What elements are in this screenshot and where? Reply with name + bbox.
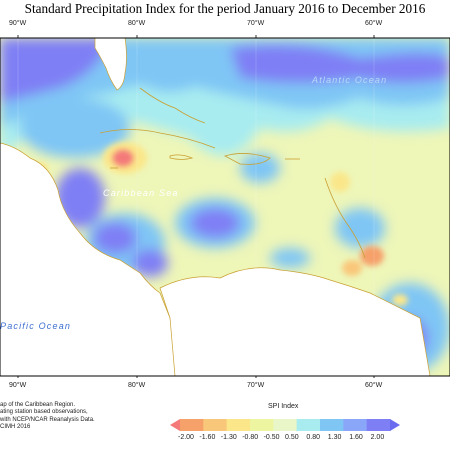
- legend-swatch: [320, 419, 344, 431]
- legend-label: 1.60: [349, 434, 363, 441]
- legend-swatch: [273, 419, 298, 431]
- land-hispaniola: [223, 153, 271, 165]
- legend-title: SPI Index: [268, 403, 299, 410]
- spi-wet-central-core: [190, 208, 240, 238]
- land-bahamas: [139, 87, 206, 124]
- top-tick-70w: 70°W: [247, 20, 265, 27]
- spi-wet-colombia: [132, 249, 168, 277]
- legend-arrow-left: [170, 419, 180, 431]
- land-south-america: [159, 267, 431, 376]
- label-atlantic-ocean: Atlantic Ocean: [311, 75, 387, 85]
- legend-arrow-right: [390, 419, 400, 431]
- land-lesser-antilles: [324, 177, 366, 259]
- top-tick-80w: 80°W: [128, 20, 146, 27]
- legend-label: 1.30: [327, 434, 342, 441]
- legend-swatch: [180, 419, 204, 431]
- credits-line-1: ap of the Caribbean Region.: [0, 402, 76, 408]
- spi-dry-jamaica-core: [112, 149, 134, 167]
- map-frame: [0, 37, 450, 377]
- spi-dry-tobago: [392, 294, 408, 306]
- land-florida: [94, 38, 127, 91]
- credits-line-4: CIMH 2016: [0, 424, 31, 431]
- land-central-america: [0, 142, 176, 376]
- map-credits: ap of the Caribbean Region. ating statio…: [0, 402, 95, 432]
- bottom-tick-60w: 60°W: [365, 382, 383, 389]
- spi-wet-bahamas: [140, 64, 200, 92]
- legend-swatch: [226, 419, 251, 431]
- spi-wet-lesser-antilles: [335, 208, 385, 248]
- spi-wet-atlantic: [230, 44, 450, 83]
- spi-dry-pr: [330, 172, 350, 192]
- label-caribbean-sea: Caribbean Sea: [103, 188, 179, 198]
- legend-swatch: [366, 419, 391, 431]
- legend-label: 2.00: [370, 434, 385, 441]
- legend-swatch: [296, 419, 321, 431]
- spi-wet-venezuela: [270, 248, 310, 268]
- legend-label: -0.80: [242, 434, 259, 441]
- spi-legend-bar: [170, 419, 400, 431]
- land-cuba: [99, 129, 216, 149]
- top-tick-60w: 60°W: [365, 20, 383, 27]
- spi-wet-mosquitia: [55, 168, 105, 228]
- spi-map: Atlantic Ocean Caribbean Sea Pacific Oce…: [0, 35, 450, 378]
- legend-label: -0.50: [263, 434, 280, 441]
- land-jamaica: [169, 154, 194, 160]
- legend-label: 0.50: [285, 434, 299, 441]
- bottom-tick-90w: 90°W: [9, 382, 27, 389]
- spi-dry-barbados: [360, 246, 384, 266]
- credits-line-2: ating station based observations,: [0, 409, 88, 416]
- label-pacific-ocean: Pacific Ocean: [0, 321, 71, 331]
- map-title: Standard Precipitation Index for the per…: [24, 1, 426, 16]
- top-tick-90w: 90°W: [9, 20, 27, 27]
- spi-wet-hispaniola: [240, 153, 280, 183]
- credits-line-3: with NCEP/NCAR Reanalysis Data.: [0, 416, 95, 423]
- legend-swatch: [343, 419, 368, 431]
- legend-label: -2.00: [178, 434, 194, 441]
- spi-wet-panama-core: [93, 222, 137, 254]
- legend-label: -1.30: [220, 434, 237, 441]
- bottom-tick-80w: 80°W: [128, 382, 146, 389]
- legend-swatch: [250, 419, 274, 431]
- spi-dry-trinidad: [342, 260, 362, 276]
- spi-wet-north-core: [0, 38, 110, 103]
- legend-label: 0.80: [306, 434, 321, 441]
- legend-swatch: [203, 419, 228, 431]
- spi-wet-gulf: [20, 98, 130, 158]
- legend-label: -1.60: [199, 434, 216, 441]
- bottom-tick-70w: 70°W: [247, 382, 265, 389]
